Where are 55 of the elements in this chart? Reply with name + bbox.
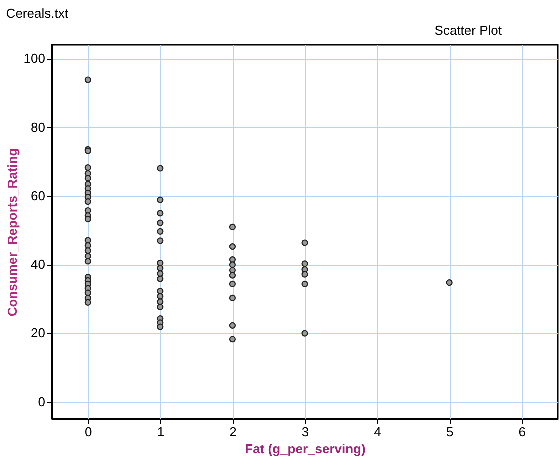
point (157, 210, 164, 217)
point (84, 216, 92, 223)
point (157, 304, 164, 310)
point (302, 260, 308, 268)
point (229, 262, 236, 268)
y-tick-label: 100 (24, 51, 46, 66)
point (84, 253, 92, 260)
point (229, 294, 236, 302)
point (84, 258, 92, 265)
y-tick-label: 60 (31, 188, 46, 204)
x-tick-label: 2 (230, 424, 237, 440)
point (157, 288, 164, 295)
point (84, 198, 92, 206)
x-tick-label: 0 (85, 424, 92, 440)
point (229, 267, 236, 274)
point (157, 324, 164, 330)
point (157, 265, 164, 272)
point (157, 196, 164, 204)
x-tick-label: 3 (302, 424, 310, 440)
point (157, 270, 164, 278)
point (84, 76, 92, 84)
y-tick-label: 20 (31, 326, 46, 341)
y-tick-label: 0 (38, 394, 46, 410)
point (157, 165, 164, 172)
point (302, 240, 308, 246)
point (229, 243, 236, 250)
y-tick-label: 40 (31, 257, 46, 272)
text: Scatter Plot (434, 23, 502, 38)
point (84, 175, 92, 182)
point (229, 224, 236, 230)
point (84, 164, 92, 172)
point (229, 280, 236, 288)
y-axis-title: Consumer_Reports_Rating (4, 148, 20, 317)
point (157, 276, 164, 282)
chart-title: Cereals.txt (6, 6, 69, 21)
point (84, 299, 92, 306)
point (302, 280, 308, 288)
point (157, 293, 164, 300)
x-tick-label: 5 (446, 424, 454, 440)
point (446, 280, 453, 286)
point (229, 322, 236, 329)
point (229, 272, 236, 279)
x-axis-title: Fat (g_per_serving) (245, 442, 366, 456)
x-tick-label: 4 (374, 424, 382, 440)
y-tick-label: 80 (31, 120, 46, 135)
point (229, 256, 236, 264)
point (84, 248, 92, 254)
point (302, 271, 308, 278)
point (229, 336, 236, 343)
x-tick-label: 1 (157, 424, 165, 440)
point (157, 238, 164, 244)
point (157, 228, 164, 235)
point (157, 220, 164, 226)
point (302, 330, 308, 337)
x-tick-label: 6 (518, 424, 526, 440)
